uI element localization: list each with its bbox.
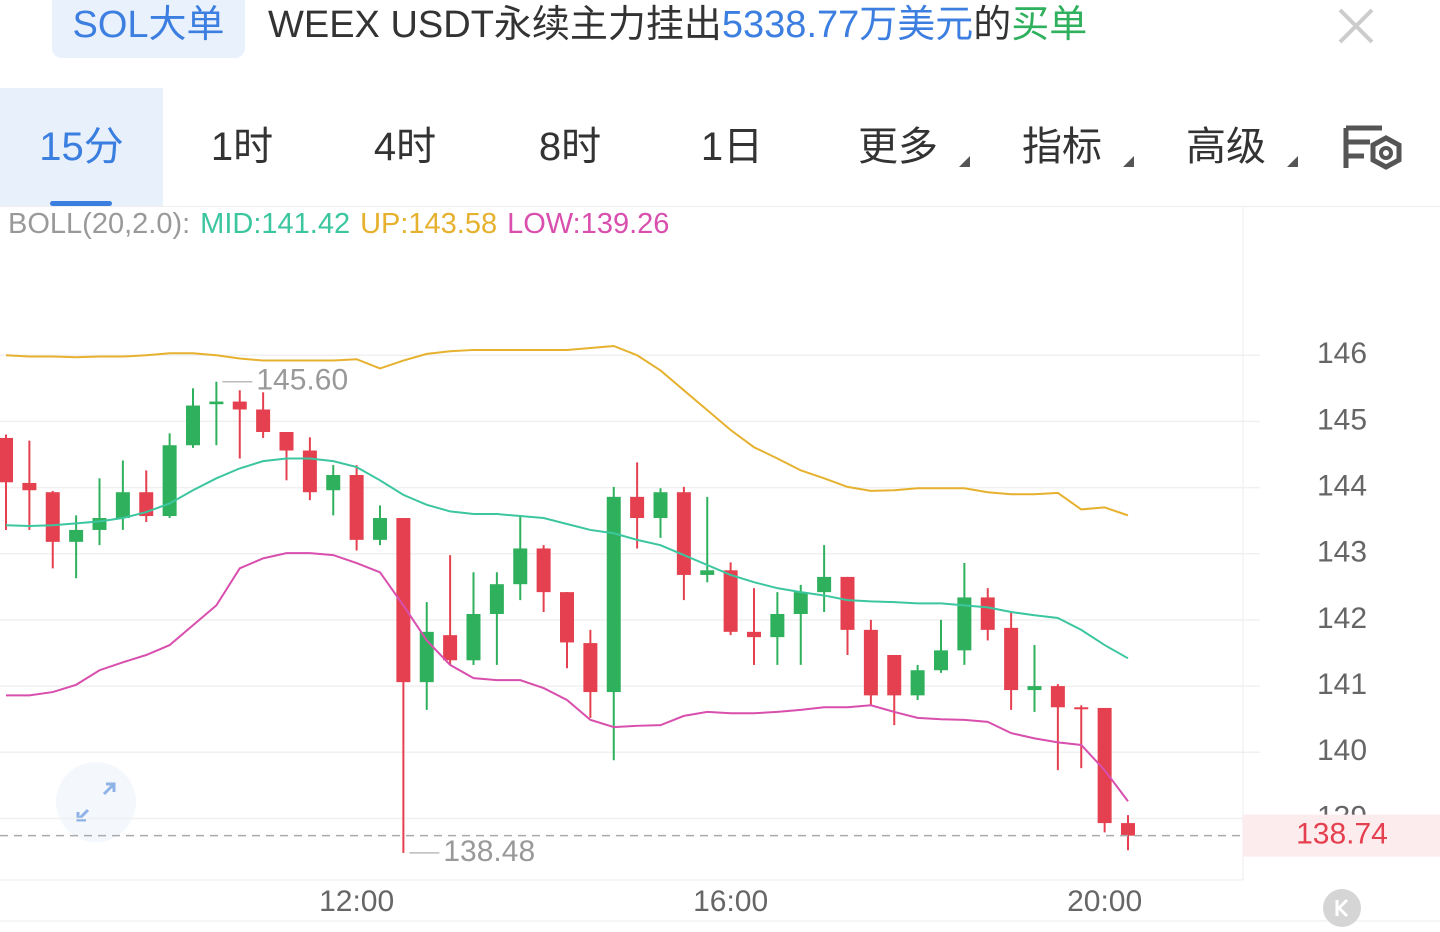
last-price-box — [1243, 814, 1440, 857]
candle-body — [489, 584, 504, 614]
candle-body — [536, 548, 551, 593]
last-price-label: 138.74 — [1296, 818, 1388, 851]
candle-body — [934, 650, 948, 671]
legend-entry: LOW:139.26 — [507, 208, 670, 240]
dropdown-caret — [959, 156, 970, 167]
candle-body — [162, 445, 177, 517]
y-tick-label: 146 — [1317, 337, 1367, 370]
high-label: 145.60 — [256, 364, 348, 397]
candle-body — [513, 548, 528, 585]
candle-body — [676, 492, 691, 575]
jump-latest-button[interactable] — [1323, 889, 1361, 927]
candle-body — [1097, 707, 1112, 824]
candle-body — [1121, 823, 1135, 836]
candle-body — [560, 592, 574, 643]
candle-body — [209, 401, 224, 405]
message-text: 的 — [973, 4, 1012, 46]
low-label: 138.48 — [443, 835, 535, 868]
expand-icon[interactable] — [56, 762, 136, 842]
message-side: 买单 — [1011, 4, 1088, 46]
dropdown-caret — [1287, 156, 1298, 167]
candle-body — [115, 492, 130, 519]
indicator-legend: BOLL(20,2.0): MID:141.42 UP:143.58 LOW:139.… — [8, 208, 679, 241]
tab[interactable]: 4时 — [373, 125, 437, 169]
candle-body — [887, 655, 902, 696]
candle-body — [957, 597, 972, 651]
candle-body — [747, 631, 761, 638]
settings-icon[interactable] — [1342, 124, 1404, 174]
candle-body — [910, 670, 925, 696]
candle-body — [606, 496, 621, 693]
candle-body — [630, 496, 645, 519]
message: WEEX USDT永续主力挂出5338.77万美元的买单 — [268, 0, 1087, 50]
y-tick-label: 140 — [1317, 734, 1367, 767]
candle-body — [700, 570, 715, 575]
candle-body — [653, 492, 668, 519]
dropdown-caret — [1123, 156, 1134, 167]
timeframe-tabs: 15分 1时 4时 8时 1日 更多 指标 高级 — [0, 88, 1440, 207]
candle-body — [0, 437, 13, 483]
y-tick-label: 142 — [1317, 602, 1367, 635]
tab[interactable]: 1日 — [700, 125, 764, 169]
candle-body — [793, 592, 808, 614]
y-tick-label: 143 — [1317, 536, 1367, 569]
candle-body — [466, 613, 481, 661]
candle-body — [840, 576, 855, 630]
candle-body — [92, 518, 107, 530]
message-text: WEEX USDT永续主力挂出 — [268, 4, 722, 46]
tab[interactable]: 更多 — [818, 88, 978, 206]
candle-body — [69, 529, 84, 542]
candle-body — [817, 576, 832, 593]
boll-line — [5, 344, 1129, 517]
legend-entry: UP:143.58 — [360, 208, 498, 240]
message-amount: 5338.77万美元 — [721, 4, 974, 46]
boll-line — [5, 457, 1129, 660]
tag: SOL大单 — [52, 0, 245, 58]
x-tick-label: 12:00 — [319, 885, 394, 918]
candle-body — [723, 570, 738, 632]
candle-body — [45, 492, 60, 542]
legend-entry: MID:141.42 — [200, 208, 351, 240]
boll-line — [6, 552, 1129, 802]
x-tick-label: 20:00 — [1067, 885, 1142, 918]
tab-indicator — [50, 201, 112, 206]
candle-body — [302, 450, 317, 493]
candle-body — [186, 405, 200, 446]
candle-body — [326, 475, 341, 491]
candle-body — [1050, 686, 1065, 708]
indicator-label: BOLL(20,2.0): — [8, 208, 191, 240]
candle-body — [22, 482, 37, 491]
candle-body — [770, 613, 785, 638]
candle-body — [396, 518, 411, 683]
y-tick-label: 145 — [1317, 403, 1367, 436]
tab[interactable]: 1时 — [210, 125, 274, 169]
candle-body — [349, 475, 364, 540]
candle-body — [373, 518, 387, 540]
tab[interactable]: 高级 — [1146, 88, 1306, 206]
y-tick-label: 144 — [1317, 470, 1367, 503]
tab[interactable]: 15分 — [0, 88, 163, 206]
candle-body — [863, 629, 878, 696]
candle-body — [256, 409, 271, 432]
candle-body — [232, 401, 247, 410]
candle-body — [1074, 707, 1089, 710]
candle-body — [980, 597, 995, 630]
tab[interactable]: 8时 — [538, 125, 602, 169]
candle-body — [583, 643, 598, 693]
x-tick-label: 16:00 — [693, 885, 768, 918]
header: SOL大单 WEEX USDT永续主力挂出5338.77万美元的买单 — [0, 0, 1440, 80]
tab[interactable]: 指标 — [982, 88, 1142, 206]
candle-body — [1027, 686, 1042, 691]
candle-body — [443, 635, 458, 661]
close-button[interactable] — [1336, 6, 1376, 46]
y-tick-label: 141 — [1317, 668, 1367, 701]
candle-body — [279, 431, 294, 451]
candle-body — [1004, 627, 1019, 691]
